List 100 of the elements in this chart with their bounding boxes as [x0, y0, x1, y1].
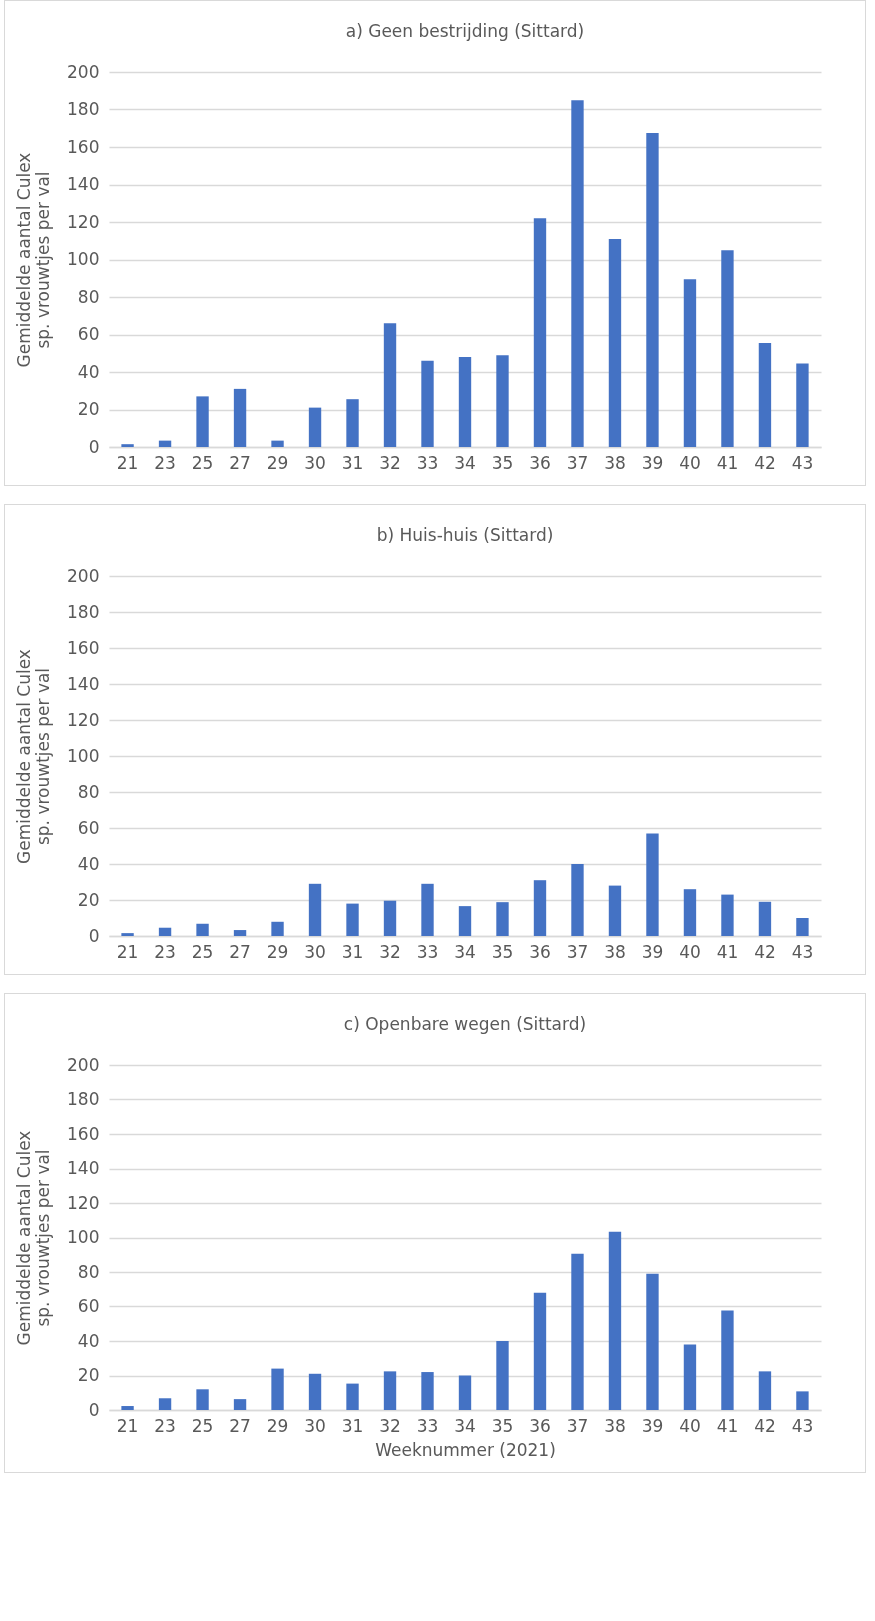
bar [608, 238, 622, 447]
bar [646, 132, 659, 447]
x-tick-label: 42 [754, 452, 776, 473]
x-tick-label: 30 [304, 452, 326, 473]
bar [646, 1273, 659, 1410]
x-tick-label: 25 [191, 941, 214, 962]
bar [271, 921, 284, 936]
y-tick-label: 20 [77, 889, 100, 910]
y-tick-label: 180 [67, 99, 100, 119]
x-tick-label: 21 [116, 1415, 139, 1436]
x-tick-label: 35 [491, 1415, 514, 1436]
bar [496, 902, 509, 936]
x-tick-label: 27 [229, 1415, 251, 1436]
bar [608, 885, 622, 936]
y-tick-label: 40 [77, 361, 100, 382]
bar [683, 889, 697, 936]
bar [383, 323, 397, 447]
bar [421, 883, 434, 936]
bar [646, 833, 659, 936]
y-tick-label: 140 [67, 174, 100, 194]
y-axis-title: Gemiddelde aantal Culex sp. vrouwtjes per val [14, 1130, 54, 1346]
bar [308, 1373, 322, 1410]
y-tick-label: 60 [77, 1296, 100, 1316]
y-tick-label: 0 [88, 436, 100, 457]
bar [758, 901, 772, 936]
chart-title: c) Openbare wegen (Sittard) [343, 1014, 587, 1034]
bar [458, 906, 472, 936]
x-tick-label: 41 [716, 1415, 739, 1436]
x-tick-label: 41 [716, 941, 739, 962]
chart-title: a) Geen bestrijding (Sittard) [345, 21, 585, 41]
y-tick-label: 80 [77, 286, 100, 307]
y-tick-label: 20 [77, 399, 100, 419]
x-tick-label: 31 [341, 1415, 364, 1436]
bar [121, 933, 134, 936]
bar [796, 1391, 809, 1410]
y-tick-label: 100 [67, 1227, 100, 1247]
x-tick-label: 34 [454, 452, 476, 473]
x-tick-label: 35 [491, 941, 514, 962]
y-tick-label: 100 [67, 249, 100, 269]
x-tick-label: 21 [116, 452, 139, 473]
bar [683, 279, 697, 447]
x-tick-label: 37 [566, 452, 589, 473]
x-tick-label: 33 [416, 1415, 439, 1436]
bar [496, 355, 509, 447]
y-tick-label: 140 [67, 1158, 100, 1178]
y-tick-label: 200 [67, 1054, 100, 1075]
x-tick-label: 36 [529, 452, 551, 473]
x-tick-label: 39 [641, 941, 664, 962]
x-tick-label: 29 [266, 941, 289, 962]
x-tick-label: 43 [791, 1415, 814, 1436]
y-tick-label: 40 [77, 853, 100, 874]
x-tick-label: 25 [191, 1415, 214, 1436]
x-tick-label: 43 [791, 941, 814, 962]
chart-title: b) Huis-huis (Sittard) [376, 525, 554, 545]
bar [346, 903, 359, 936]
y-tick-label: 180 [67, 1089, 100, 1109]
bar [608, 1231, 622, 1410]
x-tick-label: 34 [454, 1415, 476, 1436]
bar [721, 1310, 734, 1410]
x-tick-label: 23 [154, 941, 176, 962]
bar [383, 900, 397, 936]
x-tick-label: 34 [454, 941, 476, 962]
y-tick-label: 0 [88, 1399, 100, 1420]
x-tick-label: 38 [604, 452, 626, 473]
bar [271, 1368, 284, 1410]
y-tick-label: 200 [67, 61, 100, 82]
bar [196, 396, 209, 447]
bar [458, 357, 472, 447]
x-tick-label: 40 [679, 1415, 701, 1436]
y-tick-label: 100 [67, 745, 100, 766]
bar [721, 250, 734, 447]
x-tick-label: 31 [341, 941, 364, 962]
y-tick-label: 60 [77, 817, 100, 838]
y-axis-title: Gemiddelde aantal Culex sp. vrouwtjes per val [14, 152, 54, 368]
bar [158, 1398, 172, 1410]
bar [383, 1371, 397, 1410]
bar [308, 407, 322, 447]
y-tick-label: 120 [67, 709, 100, 730]
y-tick-label: 140 [67, 673, 100, 694]
bar [571, 864, 584, 936]
x-tick-label: 40 [679, 941, 701, 962]
x-tick-label: 32 [379, 452, 401, 473]
y-tick-label: 200 [67, 565, 100, 586]
x-tick-label: 39 [641, 452, 664, 473]
bar [121, 444, 134, 447]
bar [158, 927, 172, 936]
x-tick-label: 21 [116, 941, 139, 962]
bar [233, 388, 247, 447]
bar [458, 1375, 472, 1410]
x-tick-label: 36 [529, 941, 551, 962]
x-tick-label: 30 [304, 941, 326, 962]
y-tick-label: 0 [88, 925, 100, 946]
x-axis-title: Weeknummer (2021) [375, 1439, 556, 1460]
x-tick-label: 31 [341, 452, 364, 473]
bar [308, 883, 322, 936]
bar [196, 1389, 209, 1410]
y-tick-label: 80 [77, 781, 100, 802]
x-tick-label: 27 [229, 452, 251, 473]
x-tick-label: 32 [379, 941, 401, 962]
bar [421, 1372, 434, 1410]
